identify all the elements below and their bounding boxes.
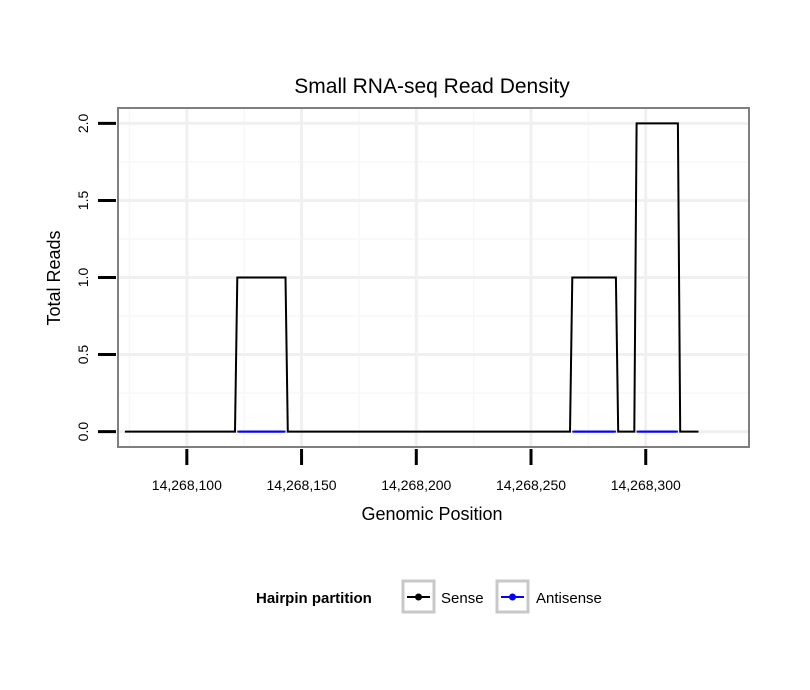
series-layer: [124, 122, 699, 433]
y-tick-label: 0.0: [75, 422, 91, 442]
y-tick-label: 1.0: [75, 268, 91, 288]
x-tick-label: 14,268,200: [381, 477, 451, 493]
legend-entry-antisense: Antisense: [495, 579, 602, 614]
y-tick-label: 1.5: [75, 191, 91, 211]
series-sense-line: [124, 122, 699, 433]
legend: Hairpin partition Sense Antisense: [256, 579, 602, 614]
legend-point-antisense: [509, 593, 516, 601]
legend-title: Hairpin partition: [256, 590, 372, 607]
chart-title: Small RNA-seq Read Density: [294, 75, 570, 98]
legend-label-sense: Sense: [441, 590, 484, 607]
plot-border: [117, 107, 750, 448]
x-tick-label: 14,268,300: [611, 477, 681, 493]
legend-point-sense: [415, 593, 422, 601]
y-axis: 0.0 0.5 1.0 1.5 2.0: [75, 113, 116, 441]
y-tick-label: 0.5: [75, 345, 91, 365]
y-axis-label: Total Reads: [44, 230, 64, 325]
x-axis: 14,268,100 14,268,150 14,268,200 14,268,250…: [152, 449, 681, 493]
legend-label-antisense: Antisense: [536, 590, 602, 607]
x-tick-label: 14,268,100: [152, 477, 222, 493]
y-tick-label: 2.0: [75, 113, 91, 133]
x-tick-label: 14,268,150: [267, 477, 337, 493]
x-axis-label: Genomic Position: [361, 504, 502, 524]
legend-entry-sense: Sense: [401, 579, 484, 614]
x-tick-label: 14,268,250: [496, 477, 566, 493]
